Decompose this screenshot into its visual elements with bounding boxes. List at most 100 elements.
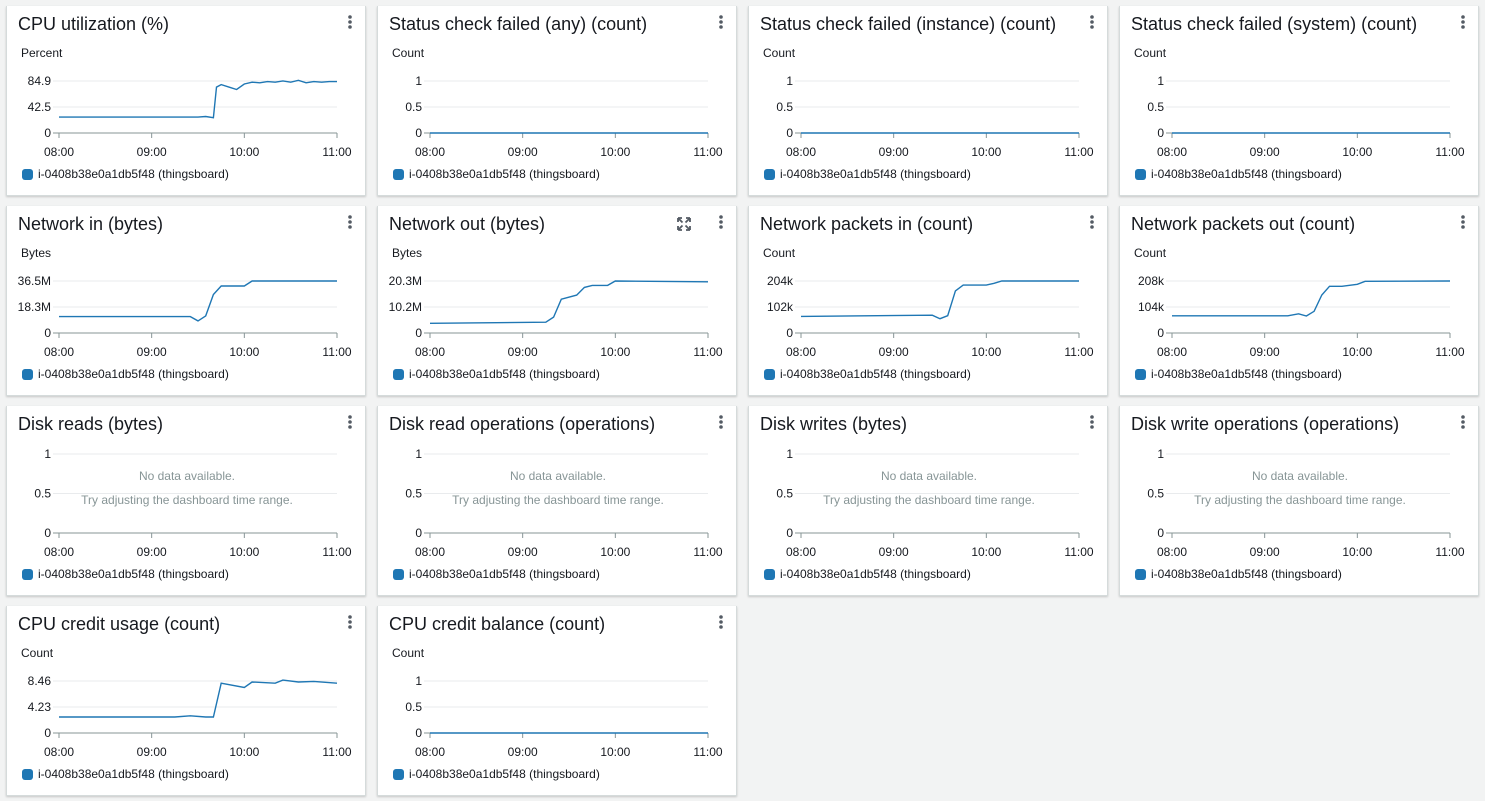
y-tick-label: 0.5	[34, 487, 51, 501]
x-tick-label: 10:00	[229, 345, 259, 359]
y-tick-label: 20.3M	[389, 274, 422, 288]
legend-item[interactable]: i-0408b38e0a1db5f48 (thingsboard)	[764, 167, 971, 181]
legend-item[interactable]: i-0408b38e0a1db5f48 (thingsboard)	[764, 367, 971, 381]
y-tick-label: 0.5	[776, 487, 793, 501]
y-tick-label: 0	[44, 126, 51, 140]
vertical-ellipsis-icon[interactable]	[1456, 214, 1470, 232]
metric-panel-network-packets-out[interactable]: Network packets out (count) Count 0 104k 208…	[1119, 206, 1479, 396]
metric-panel-cpu-utilization[interactable]: CPU utilization (%) Percent 0 42.5 84.9 08:00…	[6, 6, 366, 196]
x-tick-label: 11:00	[693, 545, 722, 559]
metric-panel-cpu-credit-usage[interactable]: CPU credit usage (count) Count 0 4.23 8.46 08…	[6, 606, 366, 796]
vertical-ellipsis-icon[interactable]	[1085, 414, 1099, 432]
legend-item[interactable]: i-0408b38e0a1db5f48 (thingsboard)	[1135, 367, 1342, 381]
y-tick-label: 0	[786, 326, 793, 340]
y-tick-label: 0.5	[405, 487, 422, 501]
expand-arrows-icon[interactable]	[676, 216, 692, 232]
metric-panel-disk-writes[interactable]: Disk writes (bytes) 0 0.5 1 08:00 09:00 10:00 1…	[748, 406, 1108, 596]
x-tick-label: 10:00	[1342, 345, 1372, 359]
legend-item[interactable]: i-0408b38e0a1db5f48 (thingsboard)	[393, 167, 600, 181]
vertical-ellipsis-icon[interactable]	[343, 214, 357, 232]
vertical-ellipsis-icon[interactable]	[1456, 14, 1470, 32]
vertical-ellipsis-icon[interactable]	[343, 414, 357, 432]
legend-item[interactable]: i-0408b38e0a1db5f48 (thingsboard)	[393, 367, 600, 381]
x-tick-label: 10:00	[229, 745, 259, 759]
metric-panel-disk-write-operations[interactable]: Disk write operations (operations) 0 0.5 1 0…	[1119, 406, 1479, 596]
y-tick-label: 204k	[767, 274, 794, 288]
line-chart: 0 0.5 1 08:00 09:00 10:00 11:00	[405, 74, 723, 159]
x-tick-label: 11:00	[1435, 545, 1464, 559]
y-axis-label: Count	[392, 646, 425, 660]
legend-item[interactable]: i-0408b38e0a1db5f48 (thingsboard)	[1135, 167, 1342, 181]
metric-panel-network-out[interactable]: Network out (bytes) Bytes 0 10.2M 20.3M 08:00…	[377, 206, 737, 396]
legend-item[interactable]: i-0408b38e0a1db5f48 (thingsboard)	[393, 567, 600, 581]
panel-title: Network packets in (count)	[760, 214, 974, 234]
x-tick-label: 08:00	[415, 145, 445, 159]
metric-panel-disk-reads[interactable]: Disk reads (bytes) 0 0.5 1 08:00 09:00 10:00 11…	[6, 406, 366, 596]
vertical-ellipsis-icon[interactable]	[1456, 414, 1470, 432]
series-line	[59, 79, 337, 119]
metric-panel-status-check-any[interactable]: Status check failed (any) (count) Count 0 0…	[377, 6, 737, 196]
vertical-ellipsis-icon[interactable]	[714, 14, 728, 32]
line-chart: 0 0.5 1 08:00 09:00 10:00 11:00 No data availab…	[776, 447, 1094, 559]
x-tick-label: 10:00	[971, 345, 1001, 359]
legend-item[interactable]: i-0408b38e0a1db5f48 (thingsboard)	[22, 367, 229, 381]
legend-item[interactable]: i-0408b38e0a1db5f48 (thingsboard)	[393, 767, 600, 781]
no-data-hint: Try adjusting the dashboard time range.	[823, 493, 1035, 507]
vertical-ellipsis-icon[interactable]	[343, 614, 357, 632]
y-tick-label: 1	[786, 447, 793, 461]
legend-item[interactable]: i-0408b38e0a1db5f48 (thingsboard)	[1135, 567, 1342, 581]
x-tick-label: 10:00	[229, 145, 259, 159]
y-tick-label: 1	[415, 74, 422, 88]
x-tick-label: 10:00	[600, 145, 630, 159]
y-tick-label: 42.5	[28, 100, 52, 114]
metric-panel-status-check-system[interactable]: Status check failed (system) (count) Coun…	[1119, 6, 1479, 196]
legend-item[interactable]: i-0408b38e0a1db5f48 (thingsboard)	[22, 767, 229, 781]
no-data-message: No data available.	[1252, 469, 1348, 483]
legend-label: i-0408b38e0a1db5f48 (thingsboard)	[38, 567, 229, 581]
x-tick-label: 09:00	[1250, 345, 1280, 359]
series-line	[59, 679, 338, 718]
legend-item[interactable]: i-0408b38e0a1db5f48 (thingsboard)	[22, 567, 229, 581]
metric-panel-network-packets-in[interactable]: Network packets in (count) Count 0 102k 204k…	[748, 206, 1108, 396]
legend-swatch	[22, 768, 33, 780]
vertical-ellipsis-icon[interactable]	[1085, 214, 1099, 232]
y-tick-label: 0	[44, 326, 51, 340]
vertical-ellipsis-icon[interactable]	[714, 214, 728, 232]
y-tick-label: 36.5M	[18, 274, 51, 288]
legend-item[interactable]: i-0408b38e0a1db5f48 (thingsboard)	[764, 567, 971, 581]
x-tick-label: 10:00	[1342, 545, 1372, 559]
line-chart: 0 0.5 1 08:00 09:00 10:00 11:00 No data availab…	[1147, 447, 1465, 559]
line-chart: 0 10.2M 20.3M 08:00 09:00 10:00 11:00	[389, 274, 723, 359]
y-tick-label: 8.46	[28, 674, 52, 688]
legend-item[interactable]: i-0408b38e0a1db5f48 (thingsboard)	[22, 167, 229, 181]
vertical-ellipsis-icon[interactable]	[343, 14, 357, 32]
metric-panel-cpu-credit-balance[interactable]: CPU credit balance (count) Count 0 0.5 1 08:0…	[377, 606, 737, 796]
x-tick-label: 10:00	[600, 545, 630, 559]
y-axis-label: Count	[763, 46, 796, 60]
metric-panel-status-check-instance[interactable]: Status check failed (instance) (count) Co…	[748, 6, 1108, 196]
vertical-ellipsis-icon[interactable]	[1085, 14, 1099, 32]
vertical-ellipsis-icon[interactable]	[714, 414, 728, 432]
panel-title: Disk write operations (operations)	[1131, 414, 1400, 434]
y-tick-label: 102k	[767, 300, 794, 314]
x-tick-label: 09:00	[879, 145, 909, 159]
x-tick-label: 08:00	[1157, 345, 1187, 359]
legend-label: i-0408b38e0a1db5f48 (thingsboard)	[409, 567, 600, 581]
x-tick-label: 08:00	[786, 145, 816, 159]
x-tick-label: 08:00	[44, 345, 74, 359]
y-axis-label: Count	[1134, 46, 1167, 60]
x-tick-label: 09:00	[879, 345, 909, 359]
metric-panel-network-in[interactable]: Network in (bytes) Bytes 0 18.3M 36.5M 08:00 0…	[6, 206, 366, 396]
x-tick-label: 10:00	[971, 545, 1001, 559]
metric-panel-disk-read-operations[interactable]: Disk read operations (operations) 0 0.5 1 08…	[377, 406, 737, 596]
y-tick-label: 0	[44, 726, 51, 740]
vertical-ellipsis-icon[interactable]	[714, 614, 728, 632]
legend-label: i-0408b38e0a1db5f48 (thingsboard)	[409, 367, 600, 381]
panel-title: Status check failed (system) (count)	[1131, 14, 1418, 34]
line-chart: 0 4.23 8.46 08:00 09:00 10:00 11:00	[28, 674, 352, 759]
y-axis-label: Count	[392, 46, 425, 60]
y-tick-label: 0	[415, 726, 422, 740]
panel-title: Status check failed (instance) (count)	[760, 14, 1057, 34]
x-tick-label: 11:00	[322, 745, 351, 759]
x-tick-label: 09:00	[508, 145, 538, 159]
